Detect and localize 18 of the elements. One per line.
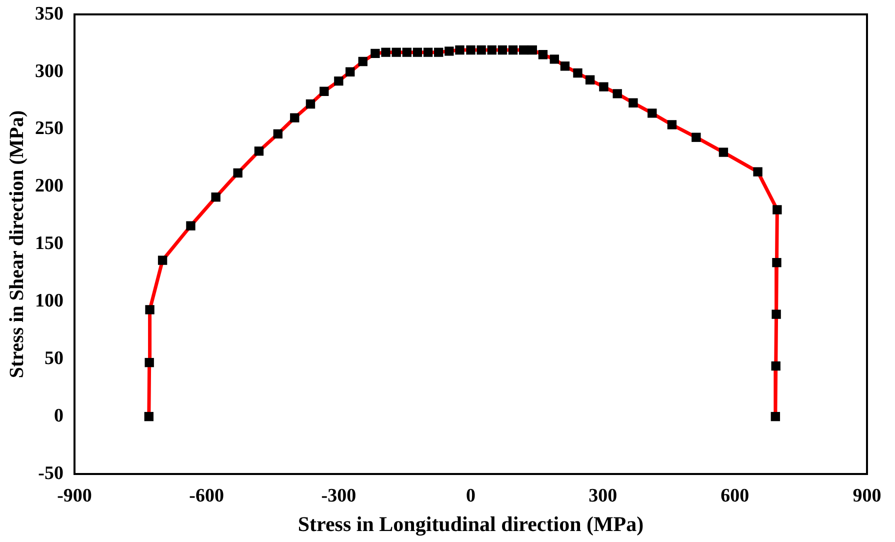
- x-tick-label: -900: [57, 485, 92, 506]
- y-tick-label: 100: [35, 290, 64, 312]
- x-tick-label: 300: [588, 485, 618, 506]
- y-tick-label: 150: [35, 233, 64, 254]
- x-tick-label: -300: [321, 485, 356, 506]
- y-tick-label: -50: [38, 462, 64, 484]
- y-axis-title: Stress in Shear direction (MPa): [6, 110, 28, 378]
- y-tick-label: 0: [54, 405, 64, 426]
- y-tick-label: 50: [44, 348, 64, 370]
- y-tick-label: 200: [35, 176, 64, 197]
- x-tick-label: 900: [852, 485, 882, 506]
- x-axis-title: Stress in Longitudinal direction (MPa): [298, 512, 644, 536]
- x-tick-label: 600: [720, 485, 750, 506]
- y-tick-label: 250: [35, 118, 64, 140]
- y-tick-label: 350: [35, 3, 64, 24]
- y-tick-label: 300: [35, 60, 64, 82]
- x-tick-label: -600: [189, 485, 224, 506]
- x-tick-label: 0: [466, 485, 476, 506]
